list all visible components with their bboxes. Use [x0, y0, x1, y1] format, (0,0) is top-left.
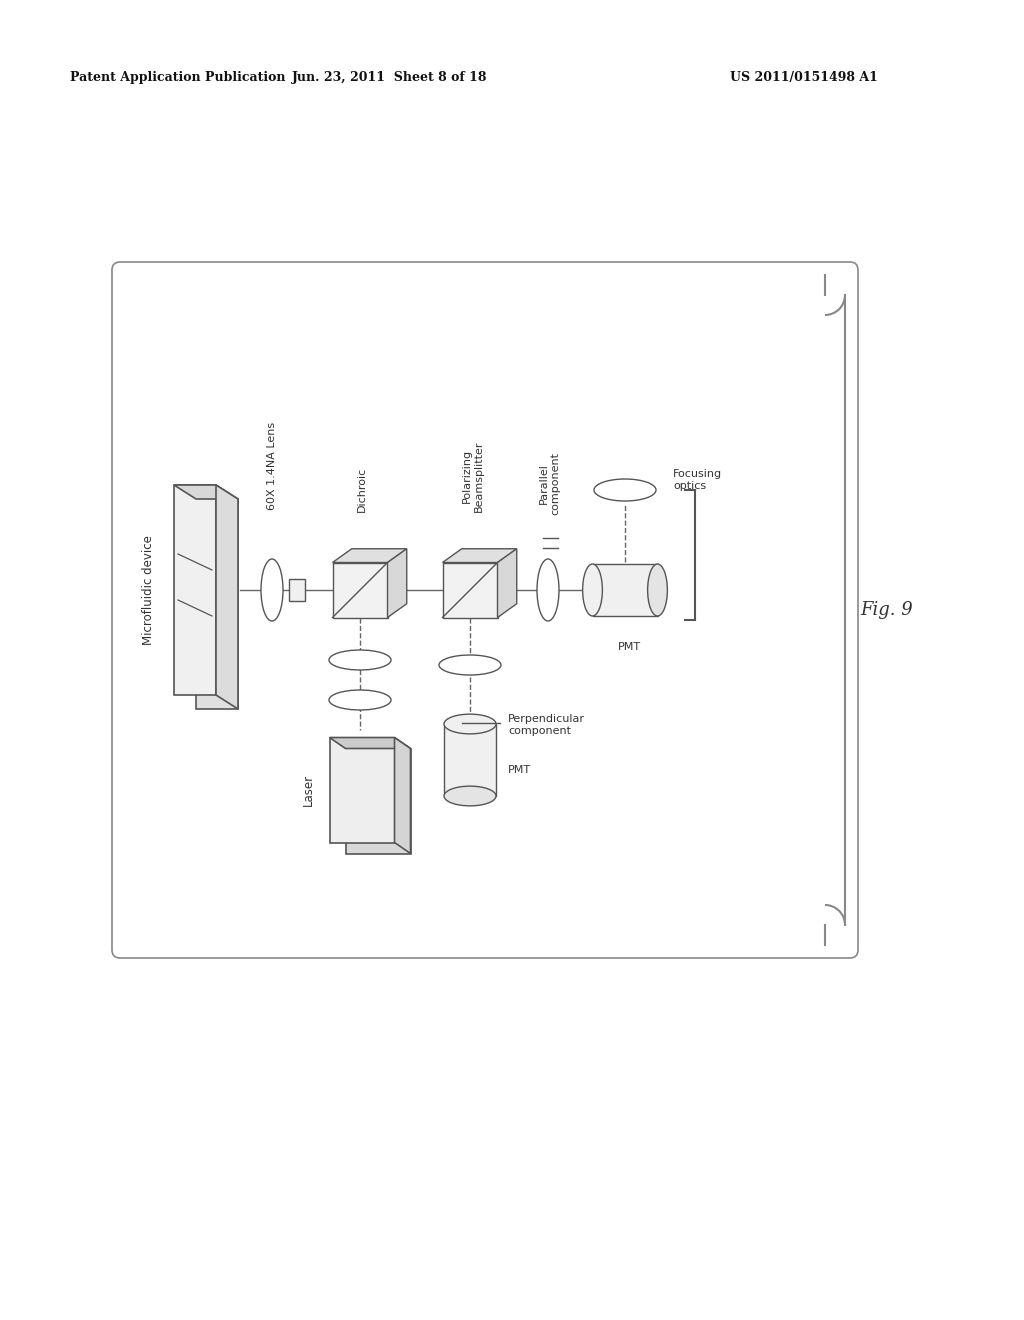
Ellipse shape — [329, 649, 391, 671]
Text: 60X 1.4NA Lens: 60X 1.4NA Lens — [267, 422, 278, 510]
Polygon shape — [216, 484, 238, 709]
Polygon shape — [196, 499, 238, 709]
Text: Polarizing
Beamsplitter: Polarizing Beamsplitter — [462, 441, 483, 512]
Polygon shape — [444, 723, 496, 796]
Text: Patent Application Publication: Patent Application Publication — [70, 71, 286, 84]
Polygon shape — [330, 738, 394, 842]
Ellipse shape — [594, 479, 656, 502]
Text: Microfluidic device: Microfluidic device — [141, 535, 155, 645]
Ellipse shape — [647, 564, 668, 616]
Text: PMT: PMT — [617, 642, 641, 652]
Polygon shape — [289, 579, 305, 601]
Polygon shape — [498, 549, 517, 618]
Text: Jun. 23, 2011  Sheet 8 of 18: Jun. 23, 2011 Sheet 8 of 18 — [292, 71, 487, 84]
Ellipse shape — [439, 655, 501, 675]
Ellipse shape — [583, 564, 602, 616]
Polygon shape — [387, 549, 407, 618]
Polygon shape — [174, 484, 238, 499]
Polygon shape — [345, 748, 411, 854]
Ellipse shape — [537, 558, 559, 620]
Ellipse shape — [444, 787, 496, 807]
Polygon shape — [442, 562, 498, 618]
Text: Parallel
component: Parallel component — [540, 451, 561, 515]
Polygon shape — [394, 738, 411, 854]
Ellipse shape — [261, 558, 283, 620]
Text: Laser: Laser — [301, 774, 314, 807]
Polygon shape — [330, 738, 411, 748]
Ellipse shape — [329, 690, 391, 710]
Text: PMT: PMT — [508, 766, 531, 775]
Text: Fig. 9: Fig. 9 — [860, 601, 912, 619]
Polygon shape — [174, 484, 216, 696]
Polygon shape — [333, 562, 387, 618]
Polygon shape — [333, 549, 407, 562]
Text: Focusing
optics: Focusing optics — [673, 469, 722, 491]
Text: US 2011/0151498 A1: US 2011/0151498 A1 — [730, 71, 878, 84]
Text: Dichroic: Dichroic — [357, 467, 367, 512]
Polygon shape — [593, 564, 657, 616]
Text: Perpendicular
component: Perpendicular component — [508, 714, 585, 735]
Ellipse shape — [444, 714, 496, 734]
Polygon shape — [442, 549, 517, 562]
